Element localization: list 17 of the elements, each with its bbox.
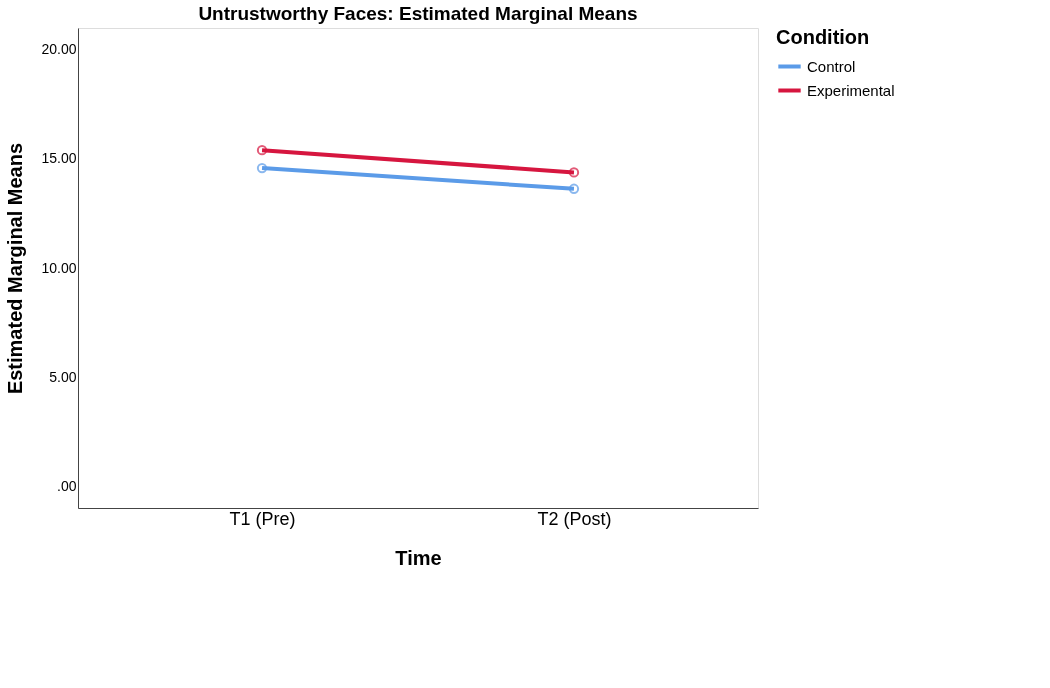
- y-tick-label: 10.00: [41, 259, 77, 276]
- point: [568, 183, 580, 194]
- point: [568, 167, 580, 178]
- x-tick-label: T2 (Post): [537, 508, 612, 529]
- legend-title: Condition: [776, 26, 870, 48]
- y-tick-label: 5.00: [49, 368, 77, 385]
- y-tick-label: .00: [57, 477, 77, 494]
- point: [256, 145, 268, 156]
- x-axis-title: Time: [395, 546, 442, 569]
- point: [256, 162, 268, 174]
- y-tick-label: 15.00: [41, 150, 77, 167]
- y-tick-label: 20.00: [41, 41, 77, 58]
- chart-title: Untrustworthy Faces: Estimated Marginal Means: [198, 3, 638, 24]
- x-tick-label: T1 (Pre): [229, 508, 296, 529]
- legend-label: Control: [807, 57, 856, 75]
- y-axis-title: Estimated Marginal Means: [4, 142, 27, 395]
- legend-label: Experimental: [807, 81, 895, 99]
